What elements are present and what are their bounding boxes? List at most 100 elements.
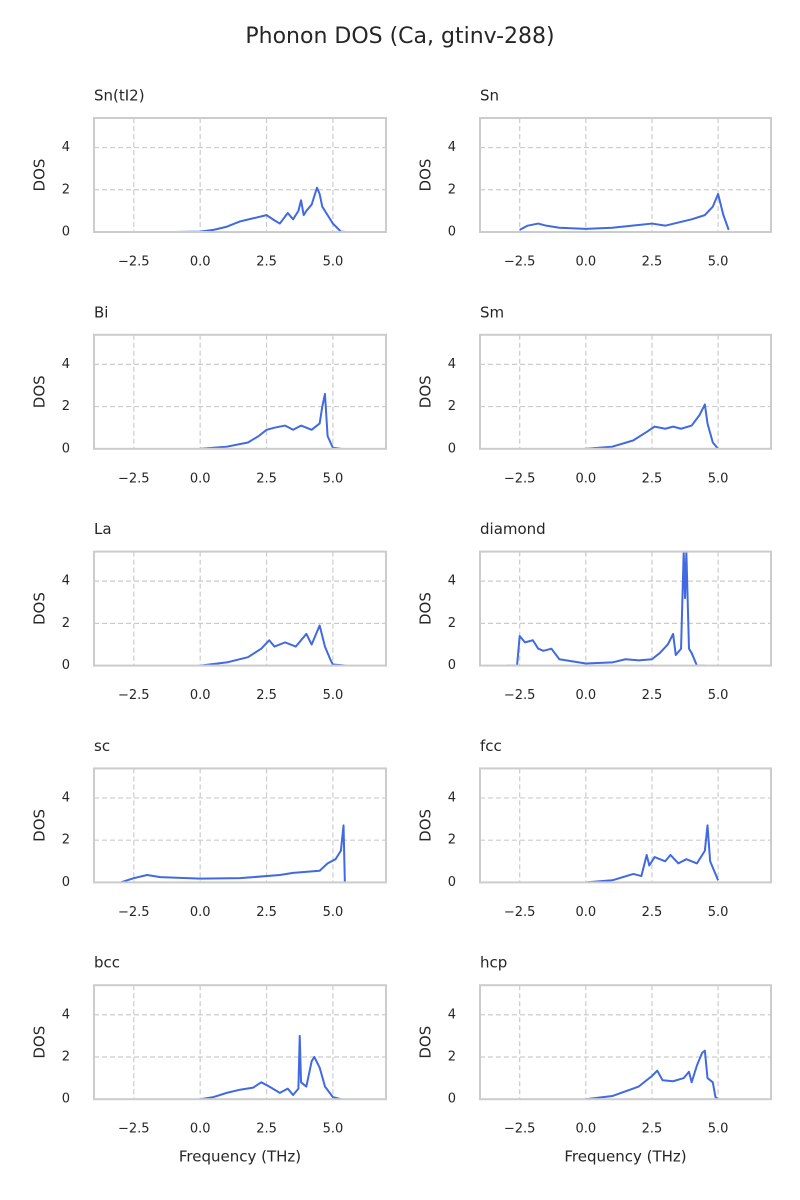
- y-tick-label: 4: [448, 140, 456, 155]
- x-tick-label: 5.0: [323, 471, 344, 486]
- x-tick-label: 5.0: [323, 688, 344, 703]
- x-axis-label: Frequency (THz): [179, 1148, 301, 1166]
- x-tick-label: 2.5: [256, 905, 277, 920]
- panel-title: Sn(tI2): [94, 87, 145, 105]
- y-tick-label: 4: [62, 357, 70, 372]
- dos-line: [585, 1049, 719, 1100]
- x-axis-label: Frequency (THz): [564, 1148, 686, 1166]
- x-tick-label: 0.0: [575, 255, 596, 270]
- x-tick-label: 0.0: [190, 905, 211, 920]
- x-tick-label: 2.5: [642, 905, 663, 920]
- y-tick-label: 0: [62, 225, 70, 240]
- x-tick-label: −2.5: [504, 471, 536, 486]
- x-tick-label: 5.0: [708, 471, 729, 486]
- y-tick-label: 2: [448, 1049, 456, 1064]
- y-tick-label: 2: [448, 399, 456, 414]
- x-tick-label: 0.0: [575, 1122, 596, 1137]
- panel-title: La: [94, 520, 112, 538]
- axes-frame: [479, 550, 772, 667]
- dos-line: [120, 824, 346, 883]
- x-tick-label: 2.5: [642, 471, 663, 486]
- x-tick-label: 5.0: [323, 1122, 344, 1137]
- panel-title: Sn: [480, 87, 499, 105]
- figure-title: Phonon DOS (Ca, gtinv-288): [245, 24, 554, 49]
- y-tick-label: 2: [448, 616, 456, 631]
- y-axis-label: DOS: [417, 375, 435, 408]
- y-tick-label: 4: [448, 357, 456, 372]
- x-tick-label: −2.5: [118, 688, 150, 703]
- y-tick-label: 4: [448, 1007, 456, 1022]
- y-tick-label: 4: [448, 574, 456, 589]
- x-tick-label: 0.0: [190, 688, 211, 703]
- x-tick-label: 0.0: [575, 905, 596, 920]
- y-tick-label: 0: [62, 658, 70, 673]
- y-axis-label: DOS: [417, 592, 435, 625]
- panel-title: Sm: [480, 303, 504, 321]
- axes-frame: [93, 550, 387, 667]
- x-tick-label: −2.5: [118, 255, 150, 270]
- y-tick-label: 0: [448, 225, 456, 240]
- y-axis-label: DOS: [417, 809, 435, 842]
- axes-frame: [93, 767, 387, 884]
- y-tick-label: 0: [448, 1092, 456, 1107]
- y-axis-label: DOS: [31, 375, 49, 408]
- panel-title: sc: [94, 737, 110, 755]
- y-tick-label: 0: [448, 875, 456, 890]
- y-tick-label: 2: [62, 1049, 70, 1064]
- x-tick-label: −2.5: [118, 471, 150, 486]
- y-tick-label: 2: [62, 399, 70, 414]
- y-axis-label: DOS: [31, 809, 49, 842]
- x-tick-label: 2.5: [256, 255, 277, 270]
- x-tick-label: 5.0: [708, 255, 729, 270]
- y-axis-label: DOS: [31, 159, 49, 192]
- x-tick-label: 5.0: [708, 1122, 729, 1137]
- x-tick-label: 0.0: [575, 471, 596, 486]
- axes-frame: [93, 984, 387, 1101]
- x-tick-label: 0.0: [190, 255, 211, 270]
- axes-frame: [93, 117, 387, 233]
- axes-frame: [479, 984, 772, 1101]
- y-tick-label: 2: [448, 182, 456, 197]
- x-tick-label: −2.5: [504, 1122, 536, 1137]
- x-tick-label: 5.0: [708, 905, 729, 920]
- y-axis-label: DOS: [31, 592, 49, 625]
- dos-line: [585, 824, 720, 883]
- x-tick-label: 0.0: [575, 688, 596, 703]
- dos-line: [200, 392, 342, 449]
- x-tick-label: −2.5: [118, 1122, 150, 1137]
- y-tick-label: 0: [448, 441, 456, 456]
- dos-line: [585, 403, 719, 449]
- x-tick-label: 2.5: [642, 1122, 663, 1137]
- panel-title: fcc: [480, 737, 502, 755]
- x-tick-label: 2.5: [642, 255, 663, 270]
- dos-line: [200, 1034, 342, 1100]
- y-tick-label: 0: [62, 1092, 70, 1107]
- y-tick-label: 2: [62, 616, 70, 631]
- y-tick-label: 0: [62, 875, 70, 890]
- x-tick-label: −2.5: [504, 688, 536, 703]
- y-tick-label: 2: [448, 833, 456, 848]
- dos-line: [200, 624, 347, 666]
- y-tick-label: 4: [448, 790, 456, 805]
- x-tick-label: 2.5: [256, 688, 277, 703]
- x-tick-label: −2.5: [504, 255, 536, 270]
- dos-line: [173, 186, 347, 232]
- y-axis-label: DOS: [417, 1026, 435, 1059]
- y-tick-label: 4: [62, 790, 70, 805]
- x-tick-label: 2.5: [642, 688, 663, 703]
- x-tick-label: −2.5: [118, 905, 150, 920]
- y-tick-label: 4: [62, 1007, 70, 1022]
- y-tick-label: 4: [62, 574, 70, 589]
- axes-frame: [479, 767, 772, 884]
- x-tick-label: 5.0: [323, 905, 344, 920]
- y-axis-label: DOS: [31, 1026, 49, 1059]
- dos-line: [519, 193, 730, 231]
- panel-title: Bi: [94, 303, 108, 321]
- panel-title: bcc: [94, 954, 120, 972]
- x-tick-label: 0.0: [190, 471, 211, 486]
- y-tick-label: 0: [62, 441, 70, 456]
- x-tick-label: 2.5: [256, 1122, 277, 1137]
- axes-frame: [479, 333, 772, 450]
- panel-title: diamond: [480, 520, 546, 538]
